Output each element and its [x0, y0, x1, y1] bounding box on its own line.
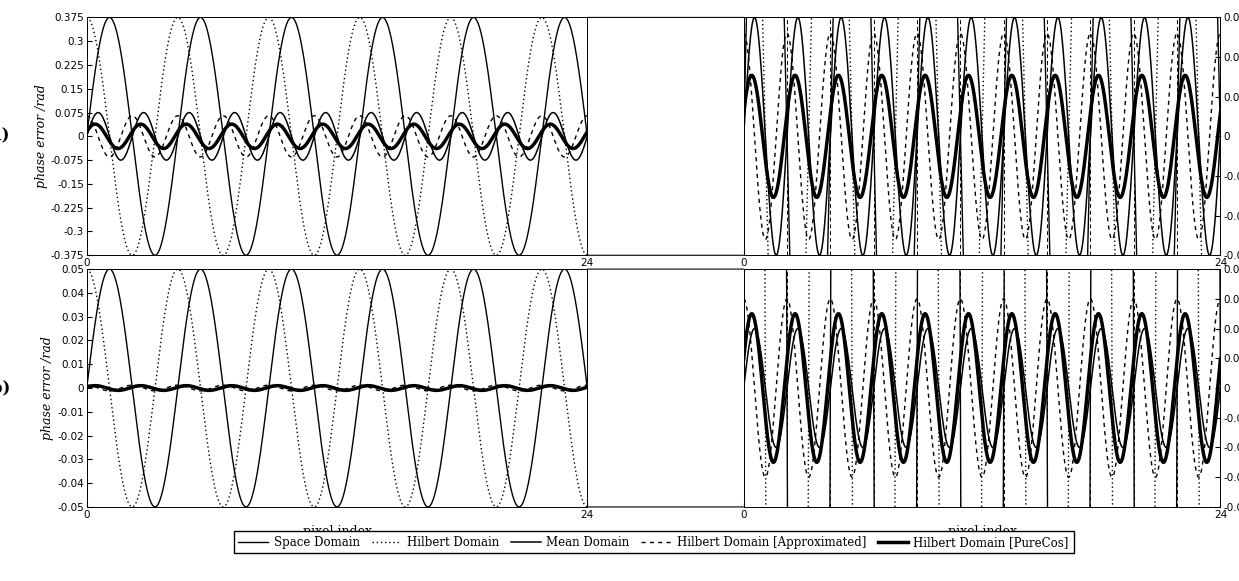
- X-axis label: pixel index: pixel index: [302, 525, 372, 538]
- X-axis label: pixel index: pixel index: [302, 274, 372, 286]
- Y-axis label: phase error /rad: phase error /rad: [41, 336, 55, 440]
- Text: (b): (b): [0, 379, 10, 396]
- X-axis label: pixel index: pixel index: [948, 274, 1016, 286]
- Text: (a): (a): [0, 128, 10, 145]
- Y-axis label: phase error /rad: phase error /rad: [35, 84, 47, 188]
- X-axis label: pixel index: pixel index: [948, 525, 1016, 538]
- Legend: Space Domain, Hilbert Domain, Mean Domain, Hilbert Domain [Approximated], Hilber: Space Domain, Hilbert Domain, Mean Domai…: [234, 531, 1073, 553]
